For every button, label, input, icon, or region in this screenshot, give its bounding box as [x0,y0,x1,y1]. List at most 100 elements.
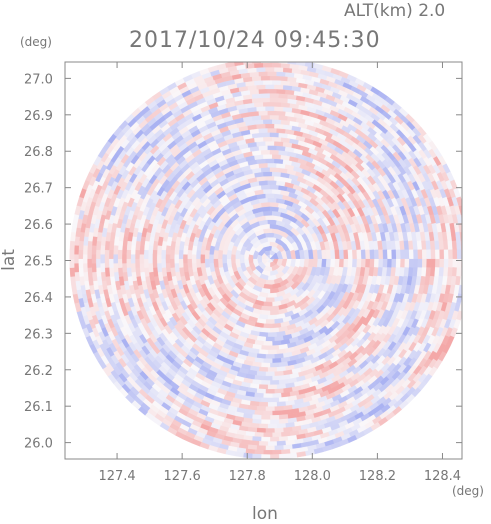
radar-cell [169,249,175,259]
radar-cell [338,258,345,268]
radar-cell [222,253,227,264]
radar-cell [254,431,264,438]
radar-cell [265,232,275,238]
radar-cell [404,258,410,268]
radar-cell [265,84,275,90]
radar-cell [156,253,162,264]
radar-cell [100,253,105,264]
radar-cell [256,445,266,451]
radar-cell [356,249,362,259]
radar-cell [430,258,436,268]
radar-cell [458,284,462,295]
radar-cell [325,258,332,268]
radar-cell [360,249,367,259]
radar-cell [263,375,273,381]
radar-cell [265,279,275,285]
radar-cell [69,240,76,251]
radar-cell [95,249,101,259]
radar-cell [248,253,254,264]
radar-cell [271,375,282,381]
radar-cell [265,406,275,412]
radar-cell [267,384,278,390]
radar-cell [334,258,340,268]
radar-cell [254,80,264,86]
radar-cell [260,149,271,155]
radar-cell [465,268,470,277]
radar-cell [287,62,297,65]
radar-cell [391,249,397,259]
y-tick-label: 26.2 [24,364,53,379]
radar-cell [262,393,273,399]
radar-cell [276,71,286,77]
radar-cell [260,92,271,99]
radar-cell [265,141,275,146]
radar-cell [256,66,266,73]
radar-cell [278,75,289,82]
radar-cell [174,253,179,264]
radar-cell [258,110,268,116]
radar-cell [267,110,278,116]
radar-cell [73,262,80,273]
radar-cell [269,92,280,99]
radar-cell [271,392,282,399]
radar-cell [265,389,275,394]
radar-cell [262,410,273,416]
radar-cell [209,253,214,264]
radar-cell [456,196,462,207]
radar-cell [82,253,88,264]
radar-cell [426,258,432,268]
radar-cell [242,452,253,459]
radar-cell [263,136,273,142]
radar-cell [104,249,110,259]
radar-cell [254,449,264,455]
y-tick-label: 26.1 [24,400,53,415]
radar-cell [267,162,277,168]
radar-cell [447,240,453,251]
radar-cell [225,62,236,68]
radar-cell [408,258,414,268]
x-tick-label: 128.0 [294,469,331,484]
radar-cell [267,219,278,225]
radar-cell [260,166,271,173]
radar-cell [262,210,273,216]
radar-cell [262,119,273,125]
radar-cell [143,249,149,259]
radar-cell [395,258,401,268]
radar-cell [126,258,132,268]
radar-cell [400,249,406,259]
radar-cell [378,249,384,259]
x-tick-label: 127.4 [98,469,135,484]
radar-cell [269,75,280,81]
radar-cell [330,258,336,268]
radar-cell [82,262,88,273]
radar-cell [463,285,469,294]
radar-cell [269,419,280,425]
radar-cell [263,432,273,438]
radar-cell [91,244,97,255]
radar-cell [265,123,275,129]
y-tick-label: 26.8 [24,145,53,160]
radar-cell [456,267,462,277]
radar-cell [195,249,202,259]
radar-cell [391,258,397,268]
radar-cell [269,132,280,138]
radar-cell [265,445,275,451]
radar-cell [456,249,462,259]
x-tick-label: 127.8 [229,469,266,484]
radar-cell [271,449,282,455]
radar-cell [387,258,393,268]
radar-cell [265,66,275,72]
radar-cell [271,62,282,68]
radar-cell [267,441,277,447]
radar-cell [252,62,262,64]
radar-cell [260,362,271,368]
radar-cell [451,240,458,251]
radar-cell [86,258,92,268]
radar-cell [243,62,253,65]
radar-cell [269,166,280,173]
radar-cell [265,215,275,220]
radar-cell [91,262,97,273]
radar-cell [451,267,458,277]
radar-cell [408,249,414,259]
radar-cell [258,384,268,390]
